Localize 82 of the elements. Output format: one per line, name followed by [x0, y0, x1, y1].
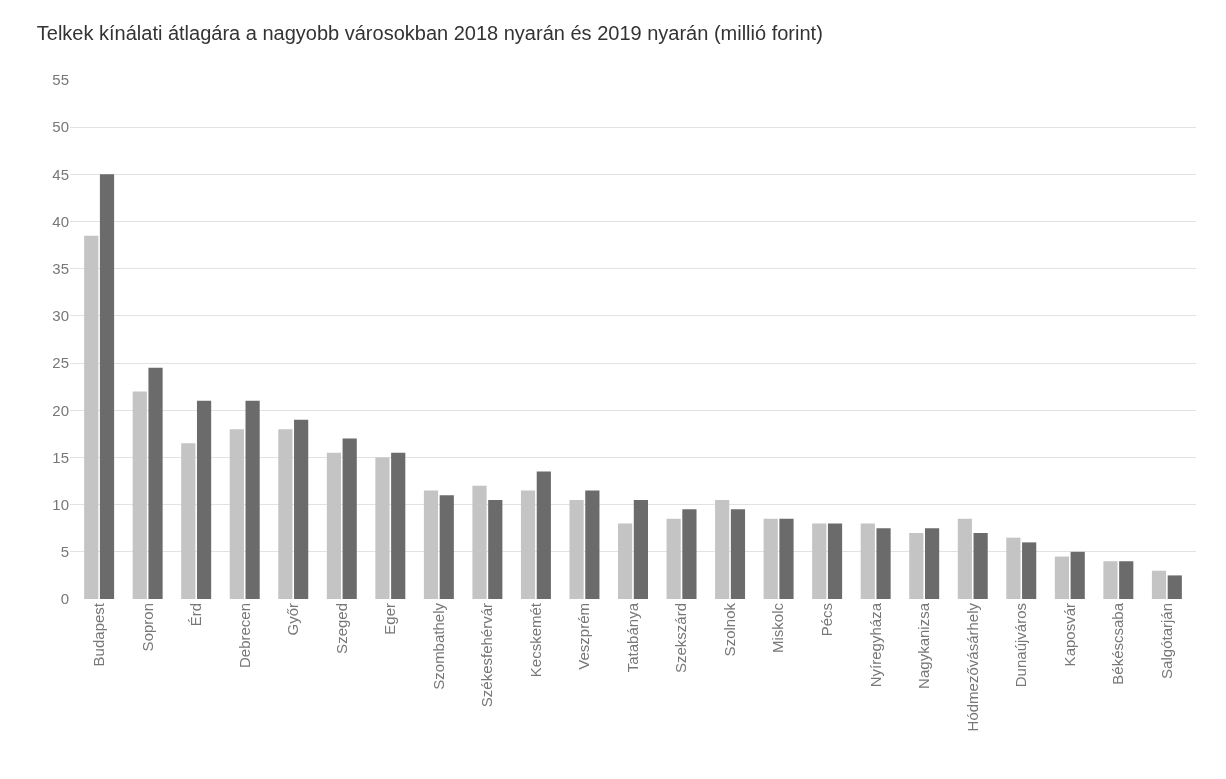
x-tick-label: Győr: [284, 603, 302, 636]
bar: [536, 471, 551, 599]
bar: [1103, 561, 1118, 599]
y-tick-label: 0: [60, 590, 69, 608]
bar: [229, 429, 244, 599]
x-tick-label: Dunaújváros: [1012, 603, 1030, 688]
bar: [375, 457, 390, 599]
bar: [876, 528, 891, 599]
bar: [1006, 537, 1021, 599]
bar: [148, 367, 163, 599]
x-tick-label: Hódmezővásárhely: [963, 602, 981, 732]
bar: [682, 509, 697, 599]
y-tick-label: 25: [52, 354, 69, 372]
bar: [1070, 551, 1085, 599]
chart-title: Telkek kínálati átlagára a nagyobb városokban 2018 nyarán és 2019 nyarán (millió forint): [36, 22, 823, 44]
y-tick-label: 45: [52, 165, 69, 183]
bar: [618, 523, 633, 599]
y-tick-label: 40: [52, 212, 69, 230]
x-tick-label: Szolnok: [720, 602, 738, 657]
bar: [99, 174, 115, 599]
bar: [439, 495, 454, 599]
bar: [181, 443, 196, 599]
x-tick-label: Miskolc: [769, 602, 787, 654]
bar: [1167, 575, 1182, 599]
y-tick-label: 35: [52, 259, 69, 277]
x-tick-label: Pécs: [818, 603, 836, 637]
bar: [827, 523, 843, 599]
x-tick-label: Sopron: [138, 603, 156, 652]
bar: [860, 523, 875, 599]
bar: [520, 490, 536, 599]
bar: [196, 400, 212, 599]
y-tick-label: 5: [60, 543, 69, 561]
x-tick-label: Szeged: [332, 603, 350, 654]
bar: [1119, 561, 1134, 599]
x-tick-label: Tatabánya: [623, 602, 641, 673]
bar: [132, 391, 147, 599]
bar: [633, 499, 648, 599]
bar: [423, 490, 439, 599]
bar: [763, 518, 778, 599]
bar: [569, 499, 584, 599]
x-tick-label: Kaposvár: [1060, 603, 1078, 667]
bar: [391, 452, 406, 599]
bar: [1022, 542, 1037, 599]
bar: [779, 518, 794, 599]
bar: [1054, 556, 1070, 599]
x-tick-label: Eger: [381, 603, 399, 635]
bar: [585, 490, 600, 599]
bar: [973, 532, 988, 599]
bar: [488, 499, 503, 599]
bar: [1151, 570, 1167, 599]
y-tick-label: 30: [52, 307, 69, 325]
bar: [666, 518, 681, 599]
x-tick-label: Békéscsaba: [1109, 602, 1127, 685]
x-tick-label: Kecskemét: [526, 602, 544, 678]
bar: [715, 499, 730, 599]
x-tick-label: Nyíregyháza: [866, 602, 884, 688]
bar: [342, 438, 357, 599]
x-tick-label: Nagykanizsa: [915, 602, 933, 689]
bar: [812, 523, 827, 599]
bar: [294, 419, 309, 599]
bar: [730, 509, 746, 599]
bar: [909, 532, 924, 599]
y-tick-label: 20: [52, 401, 69, 419]
x-tick-label: Veszprém: [575, 603, 593, 670]
x-tick-label: Salgótarján: [1157, 603, 1175, 679]
x-tick-label: Budapest: [90, 602, 107, 667]
bar: [84, 235, 99, 599]
bar: [472, 485, 487, 599]
x-tick-label: Debrecen: [235, 603, 253, 669]
bar: [925, 528, 940, 599]
y-tick-label: 10: [52, 495, 69, 513]
x-tick-label: Érd: [187, 603, 205, 627]
bar: [326, 452, 341, 599]
bar: [957, 518, 972, 599]
x-tick-label: Székesfehérvár: [478, 603, 496, 708]
y-tick-label: 50: [52, 118, 69, 136]
x-tick-label: Szekszárd: [672, 603, 690, 674]
y-tick-label: 15: [52, 448, 69, 466]
bar: [245, 400, 260, 599]
y-tick-label: 55: [52, 71, 69, 89]
x-tick-label: Szombathely: [429, 602, 447, 690]
bar: [278, 429, 293, 599]
